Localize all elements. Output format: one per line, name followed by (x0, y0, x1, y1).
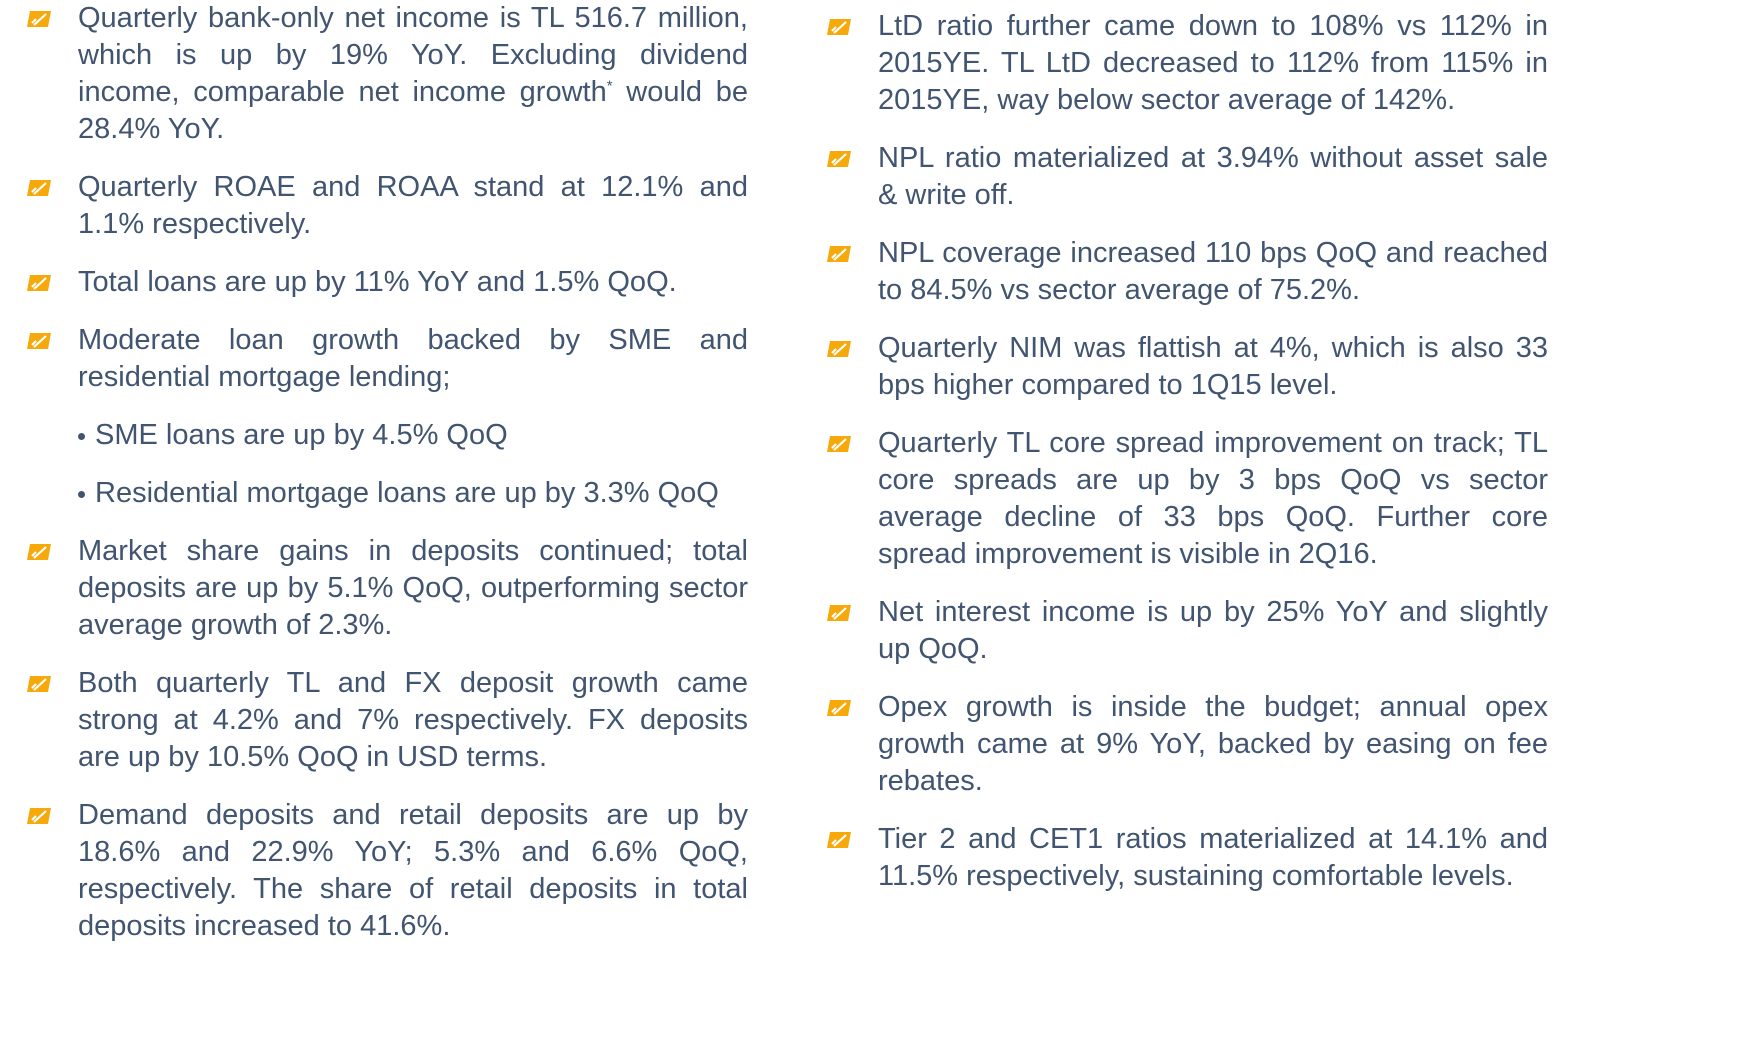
bullet-item: LtD ratio further came down to 108% vs 1… (827, 8, 1548, 119)
check-icon (827, 19, 851, 35)
bullet-text: Quarterly TL core spread improvement on … (878, 427, 1548, 570)
check-icon (27, 11, 51, 27)
bullet-item: Tier 2 and CET1 ratios materialized at 1… (827, 821, 1548, 895)
bullet-text: Quarterly bank-only net income is TL 516… (78, 2, 748, 108)
left-column: Quarterly bank-only net income is TL 516… (27, 0, 748, 966)
bullet-text: Quarterly ROAE and ROAA stand at 12.1% a… (78, 171, 748, 240)
bullet-text: Opex growth is inside the budget; annual… (878, 691, 1548, 797)
bullet-text: NPL coverage increased 110 bps QoQ and r… (878, 237, 1548, 306)
sub-bullet-text: Residential mortgage loans are up by 3.3… (95, 477, 719, 509)
check-icon (827, 341, 851, 357)
bullet-item: NPL coverage increased 110 bps QoQ and r… (827, 235, 1548, 309)
check-icon (827, 151, 851, 167)
bullet-item: Quarterly ROAE and ROAA stand at 12.1% a… (27, 169, 748, 243)
bullet-item: Quarterly bank-only net income is TL 516… (27, 0, 748, 148)
check-icon (27, 180, 51, 196)
bullet-text: NPL ratio materialized at 3.94% without … (878, 142, 1548, 211)
check-icon (827, 605, 851, 621)
bullet-item: Quarterly NIM was flattish at 4%, which … (827, 330, 1548, 404)
bullet-text: Market share gains in deposits continued… (78, 535, 748, 641)
check-icon (27, 275, 51, 291)
check-icon (27, 333, 51, 349)
bullet-item: Both quarterly TL and FX deposit growth … (27, 665, 748, 776)
check-icon (27, 808, 51, 824)
check-icon (827, 436, 851, 452)
bullet-text: Tier 2 and CET1 ratios materialized at 1… (878, 823, 1548, 892)
bullet-text: Demand deposits and retail deposits are … (78, 799, 748, 942)
bullet-item: Demand deposits and retail deposits are … (27, 797, 748, 945)
footnote-mark: * (606, 77, 613, 95)
bullet-item: Opex growth is inside the budget; annual… (827, 689, 1548, 800)
sub-bullet: SME loans are up by 4.5% QoQ (78, 417, 748, 454)
sub-dot (78, 433, 85, 440)
check-icon (827, 832, 851, 848)
check-icon (827, 700, 851, 716)
right-column: LtD ratio further came down to 108% vs 1… (827, 8, 1548, 916)
sub-bullet-text: SME loans are up by 4.5% QoQ (95, 419, 508, 451)
bullet-text: would be 28.4% YoY. (78, 76, 748, 145)
bullet-text: Both quarterly TL and FX deposit growth … (78, 667, 748, 773)
bullet-text: Moderate loan growth backed by SME and r… (78, 324, 748, 393)
bullet-item: Net interest income is up by 25% YoY and… (827, 594, 1548, 668)
sub-bullet: Residential mortgage loans are up by 3.3… (78, 475, 748, 512)
check-icon (827, 246, 851, 262)
bullet-item: Moderate loan growth backed by SME and r… (27, 322, 748, 512)
bullet-text: Total loans are up by 11% YoY and 1.5% Q… (78, 266, 677, 298)
bullet-item: Market share gains in deposits continued… (27, 533, 748, 644)
bullet-item: Total loans are up by 11% YoY and 1.5% Q… (27, 264, 748, 301)
check-icon (27, 544, 51, 560)
check-icon (27, 676, 51, 692)
bullet-text: Net interest income is up by 25% YoY and… (878, 596, 1548, 665)
bullet-item: NPL ratio materialized at 3.94% without … (827, 140, 1548, 214)
bullet-text: Quarterly NIM was flattish at 4%, which … (878, 332, 1548, 401)
bullet-item: Quarterly TL core spread improvement on … (827, 425, 1548, 573)
bullet-text: LtD ratio further came down to 108% vs 1… (878, 10, 1548, 116)
sub-dot (78, 491, 85, 498)
